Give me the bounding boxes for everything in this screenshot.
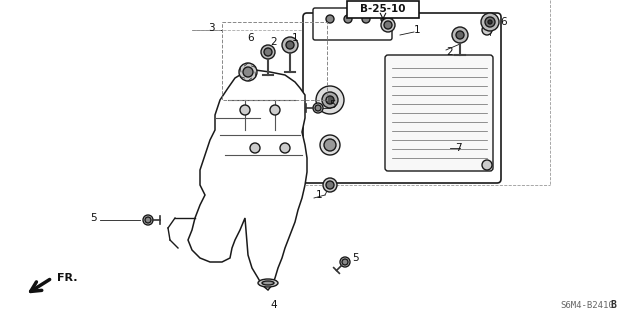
Text: 3: 3: [208, 23, 214, 33]
Ellipse shape: [286, 41, 294, 49]
Text: 6: 6: [500, 17, 507, 27]
Ellipse shape: [488, 20, 492, 24]
Ellipse shape: [320, 135, 340, 155]
Ellipse shape: [326, 181, 334, 189]
Text: B-25-10: B-25-10: [360, 4, 406, 14]
Ellipse shape: [481, 13, 499, 31]
Text: 6: 6: [247, 33, 253, 43]
Ellipse shape: [381, 18, 395, 32]
Ellipse shape: [482, 160, 492, 170]
Ellipse shape: [261, 45, 275, 59]
Text: 1: 1: [316, 190, 323, 200]
FancyBboxPatch shape: [303, 13, 501, 183]
Bar: [222, 22, 327, 100]
Ellipse shape: [485, 17, 495, 27]
Ellipse shape: [324, 139, 336, 151]
Text: B: B: [610, 300, 616, 310]
Text: FR.: FR.: [57, 273, 77, 283]
FancyBboxPatch shape: [385, 55, 493, 171]
Ellipse shape: [270, 105, 280, 115]
Ellipse shape: [323, 178, 337, 192]
Ellipse shape: [482, 25, 492, 35]
Ellipse shape: [452, 27, 468, 43]
Ellipse shape: [340, 257, 350, 267]
Ellipse shape: [456, 31, 464, 39]
Ellipse shape: [258, 279, 278, 287]
Ellipse shape: [322, 92, 338, 108]
Ellipse shape: [384, 21, 392, 29]
Ellipse shape: [326, 96, 334, 104]
Ellipse shape: [240, 105, 250, 115]
Ellipse shape: [326, 15, 334, 23]
Ellipse shape: [143, 215, 153, 225]
Ellipse shape: [145, 217, 151, 223]
Ellipse shape: [381, 15, 389, 23]
FancyBboxPatch shape: [347, 1, 419, 18]
Text: S6M4-B2410: S6M4-B2410: [560, 300, 614, 309]
Ellipse shape: [362, 15, 370, 23]
Text: 1: 1: [414, 25, 420, 35]
Ellipse shape: [250, 143, 260, 153]
Ellipse shape: [243, 67, 253, 77]
Ellipse shape: [262, 281, 274, 285]
Ellipse shape: [282, 37, 298, 53]
Ellipse shape: [313, 103, 323, 113]
Text: 5: 5: [329, 100, 335, 110]
Text: 5: 5: [352, 253, 358, 263]
FancyBboxPatch shape: [313, 8, 392, 40]
Text: 2: 2: [446, 47, 452, 57]
Ellipse shape: [280, 143, 290, 153]
Polygon shape: [188, 70, 307, 290]
Ellipse shape: [264, 48, 272, 56]
Ellipse shape: [316, 86, 344, 114]
Ellipse shape: [342, 259, 348, 265]
Text: 2: 2: [270, 37, 276, 47]
Text: 1: 1: [292, 33, 299, 43]
Ellipse shape: [344, 15, 352, 23]
Ellipse shape: [315, 105, 321, 111]
Text: 7: 7: [455, 143, 461, 153]
Ellipse shape: [239, 63, 257, 81]
Text: 4: 4: [270, 300, 276, 310]
Text: 5: 5: [90, 213, 97, 223]
